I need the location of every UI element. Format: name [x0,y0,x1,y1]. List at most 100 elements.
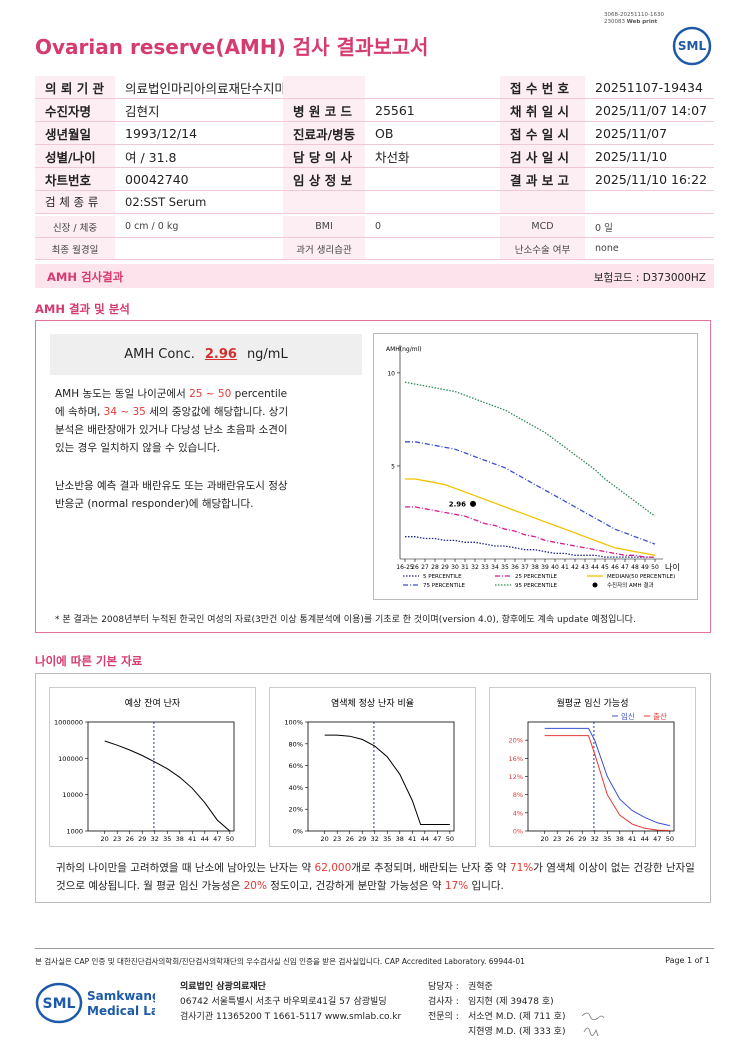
info-value-cell: 2025/11/10 [585,145,714,168]
y-tick-label: 80% [289,740,303,748]
header-logo: SML [672,26,712,66]
insurance-code: 보험코드 : D373000HZ [593,272,706,284]
series-line [405,441,656,545]
legend-label: 25 PERCENTILE [515,574,558,580]
analysis-box [35,320,711,633]
page-number: Page 1 of 1 [665,956,710,965]
y-tick-label: 0% [293,828,303,836]
info-label-cell: MCD [500,216,585,238]
signature [581,1012,605,1037]
info-label-cell: 임 상 정 보 [283,168,365,191]
print-code: 3068-20251110-1630 230083 Web print [604,12,664,26]
info-label-cell: 차트번호 [35,168,115,191]
footer-logo: SML Samkwang Medical Lab [35,982,155,1024]
age-box [35,673,711,903]
logo-name: Samkwang [87,989,155,1003]
info-label-cell [500,191,585,214]
x-tick-label: 28 [431,564,439,571]
series-line [104,740,231,832]
conc-value: 2.96 [204,347,237,362]
x-tick-label: 44 [641,835,649,843]
x-tick-label: 36 [511,564,519,571]
x-tick-label: 41 [628,835,636,843]
logo-name: Medical Lab [87,1004,155,1018]
info-label-cell: 과거 생리습관 [283,238,365,260]
x-tick-label: 23 [333,835,341,843]
info-value-cell: none [585,238,714,260]
text-segment: 가 염색체 이상이 없는 건강한 난자일 것으로 예상됩니다. 월 평균 임신 … [56,862,695,892]
x-tick-label: 29 [138,835,146,843]
info-label-cell: 신장 / 체중 [35,216,115,238]
x-tick-label: 50 [446,835,454,843]
highlight-segment: 25 ~ 50 [189,388,232,400]
staff-list: 담당자 : 권혁준 검사자 : 임지현 (제 39478 호) 전문의 : 서소연 M.D… [428,980,565,1040]
y-tick-label: 1000000 [54,719,83,727]
x-tick-label: 29 [358,835,366,843]
info-value-cell [365,168,500,191]
info-value-cell: 0 cm / 0 kg [115,216,283,238]
x-tick-label: 35 [163,835,171,843]
y-tick-label: 8% [513,791,523,799]
info-value-cell [365,76,500,99]
section-title: AMH 결과 및 분석 [35,302,130,316]
info-label-cell: 검 체 종 류 [35,191,115,214]
y-tick-label: 4% [513,809,523,817]
x-tick-label: 38 [396,835,404,843]
x-tick-label: 44 [421,835,429,843]
info-label-cell: 병 원 코 드 [283,99,365,122]
staff-role: 전문의 : [428,1012,459,1022]
y-tick-label: 40% [289,784,303,792]
x-tick-label: 50 [651,564,659,571]
staff-name: 지현영 M.D. (제 333 호) [468,1027,566,1037]
x-tick-label: 50 [226,835,234,843]
x-tick-label: 34 [491,564,499,571]
info-value-cell: 20251107-19434 [585,76,714,99]
logo-text: SML [678,39,707,53]
staff-row: 담당자 : 권혁준 [428,980,565,995]
x-tick-label: 48 [631,564,639,571]
y-tick-label: 10 [387,370,395,377]
series-line [404,381,656,517]
y-tick-label: 60% [289,762,303,770]
info-label-cell: 접 수 번 호 [500,76,585,99]
legend-label: MEDIAN(50 PERCENTILE) [607,574,675,580]
chart-title: 염색체 정상 난자 비율 [331,698,414,709]
x-tick-label: 45 [601,564,609,571]
x-tick-label: 47 [213,835,221,843]
text-segment: 세의 중앙값에 해당합니다. 상기분석은 배란장애가 있거나 다낭성 난소 초음… [55,406,289,454]
chart-frame [373,333,698,600]
x-tick-label: 46 [611,564,619,571]
x-tick-label: 29 [441,564,449,571]
org-address: 06742 서울특별시 서초구 바우뫼로41길 57 삼광빌딩 [180,997,387,1007]
x-tick-label: 20 [541,835,549,843]
info-value-cell: 0 [365,216,500,238]
staff-name: 서소연 M.D. (제 711 호) [468,1012,566,1022]
x-tick-label: 16-25 [396,564,414,571]
info-label-cell: 결 과 보 고 [500,168,585,191]
highlight-segment: 71% [509,862,534,874]
analysis-paragraph: 난소반응 예측 결과 배란유도 또는 과배란유도시 정상반응군 (normal … [55,477,290,513]
x-tick-label: 23 [553,835,561,843]
info-value-cell: 1993/12/14 [115,122,283,145]
x-tick-label: 38 [531,564,539,571]
x-tick-label: 41 [561,564,569,571]
staff-role [428,1025,468,1040]
info-label-cell [283,191,365,214]
print-code-1: 3068-20251110-1630 [604,12,664,18]
print-code-2: 230083 [604,19,625,25]
y-axis-label: AMH(ng/ml) [386,346,422,353]
x-axis-label: 나이 [665,562,680,572]
conc-box: AMH Conc. 2.96 ng/mL [50,334,362,375]
highlight-segment: 17% [444,880,469,892]
x-tick-label: 32 [471,564,479,571]
info-label-cell: 진료과/병동 [283,122,365,145]
info-label-cell: 생년월일 [35,122,115,145]
org-name: 의료법인 삼광의료재단 [180,982,266,992]
x-tick-label: 35 [501,564,509,571]
y-tick-label: 100000 [58,755,83,763]
info-value-cell: 0 일 [585,216,714,238]
x-tick-label: 26 [126,835,134,843]
x-tick-label: 32 [151,835,159,843]
staff-row: 검사자 : 임지현 (제 39478 호) [428,995,565,1010]
